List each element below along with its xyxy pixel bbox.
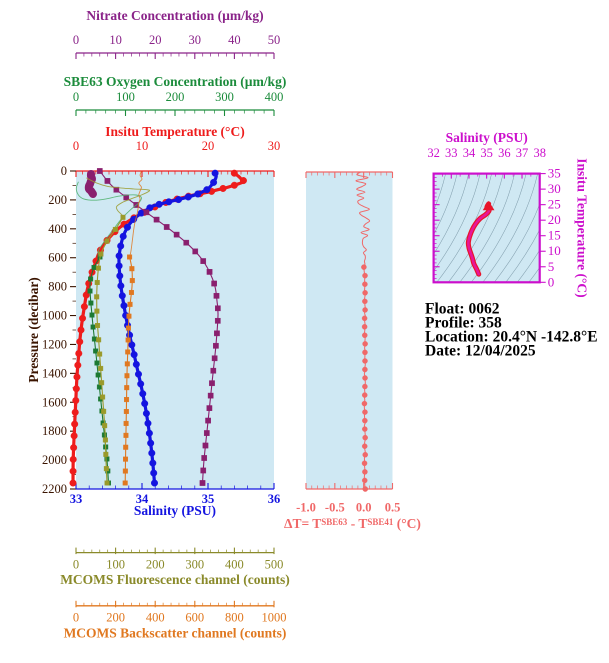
- svg-text:Date: 12/04/2025: Date: 12/04/2025: [425, 343, 536, 360]
- svg-text:-0.5: -0.5: [325, 501, 345, 515]
- svg-text:20: 20: [149, 33, 162, 47]
- svg-text:Insitu Temperature (°C): Insitu Temperature (°C): [105, 124, 244, 139]
- svg-text:MCOMS Fluorescence channel (co: MCOMS Fluorescence channel (counts): [60, 572, 290, 587]
- svg-text:34: 34: [136, 492, 149, 506]
- svg-text:33: 33: [70, 492, 83, 506]
- svg-text:SBE63 Oxygen Concentration (µm: SBE63 Oxygen Concentration (µm/kg): [64, 74, 287, 89]
- svg-text:300: 300: [215, 90, 234, 104]
- svg-text:0: 0: [73, 139, 79, 153]
- svg-text:36: 36: [268, 492, 281, 506]
- svg-text:5: 5: [548, 259, 555, 274]
- svg-text:20: 20: [548, 212, 561, 227]
- svg-text:10: 10: [136, 139, 149, 153]
- svg-text:800: 800: [48, 280, 67, 294]
- svg-text:0: 0: [548, 274, 555, 289]
- svg-text:15: 15: [548, 228, 561, 243]
- svg-text:Salinity (PSU): Salinity (PSU): [446, 130, 528, 145]
- svg-text:-1.0: -1.0: [296, 501, 316, 515]
- svg-text:1400: 1400: [42, 366, 67, 380]
- svg-text:10: 10: [109, 33, 122, 47]
- svg-text:600: 600: [185, 611, 204, 625]
- svg-text:MCOMS Backscatter channel (cou: MCOMS Backscatter channel (counts): [64, 625, 287, 640]
- svg-text:1800: 1800: [42, 424, 67, 438]
- svg-text:30: 30: [548, 181, 561, 196]
- svg-text:35: 35: [548, 166, 561, 181]
- svg-text:1600: 1600: [42, 395, 67, 409]
- svg-text:50: 50: [268, 33, 281, 47]
- svg-text:38: 38: [533, 146, 546, 160]
- svg-text:0.0: 0.0: [356, 501, 372, 515]
- svg-text:200: 200: [106, 611, 125, 625]
- svg-text:10: 10: [548, 243, 561, 258]
- svg-text:36: 36: [498, 146, 511, 160]
- svg-text:25: 25: [548, 197, 561, 212]
- svg-text:33: 33: [445, 146, 458, 160]
- svg-text:Insitu Temperature (°C): Insitu Temperature (°C): [575, 158, 590, 297]
- svg-text:300: 300: [185, 557, 204, 571]
- svg-text:34: 34: [463, 146, 476, 160]
- svg-text:1000: 1000: [42, 309, 67, 323]
- svg-text:30: 30: [189, 33, 202, 47]
- svg-text:200: 200: [146, 557, 165, 571]
- svg-text:35: 35: [202, 492, 215, 506]
- svg-text:2200: 2200: [42, 482, 67, 496]
- svg-text:400: 400: [48, 222, 67, 236]
- svg-text:0: 0: [73, 90, 79, 104]
- svg-text:2000: 2000: [42, 453, 67, 467]
- svg-text:20: 20: [202, 139, 215, 153]
- svg-text:400: 400: [225, 557, 244, 571]
- svg-text:500: 500: [265, 557, 284, 571]
- svg-text:0: 0: [73, 557, 79, 571]
- svg-text:400: 400: [265, 90, 284, 104]
- svg-text:100: 100: [116, 90, 135, 104]
- svg-text:35: 35: [480, 146, 493, 160]
- svg-text:0: 0: [73, 611, 79, 625]
- svg-text:200: 200: [48, 193, 67, 207]
- svg-text:400: 400: [146, 611, 165, 625]
- svg-text:Pressure (decibar): Pressure (decibar): [26, 277, 41, 383]
- svg-text:1000: 1000: [262, 611, 287, 625]
- svg-text:ΔT= TSBE63 - TSBE41 (°C): ΔT= TSBE63 - TSBE41 (°C): [284, 516, 421, 531]
- svg-text:200: 200: [166, 90, 185, 104]
- svg-text:40: 40: [228, 33, 241, 47]
- svg-text:30: 30: [268, 139, 281, 153]
- svg-text:800: 800: [225, 611, 244, 625]
- svg-text:0.5: 0.5: [385, 501, 401, 515]
- svg-text:1200: 1200: [42, 337, 67, 351]
- svg-text:0: 0: [73, 33, 79, 47]
- svg-text:100: 100: [106, 557, 125, 571]
- svg-text:Nitrate Concentration (µm/kg): Nitrate Concentration (µm/kg): [86, 8, 263, 23]
- svg-text:37: 37: [516, 146, 529, 160]
- svg-text:32: 32: [427, 146, 440, 160]
- svg-text:600: 600: [48, 251, 67, 265]
- svg-text:0: 0: [61, 164, 67, 178]
